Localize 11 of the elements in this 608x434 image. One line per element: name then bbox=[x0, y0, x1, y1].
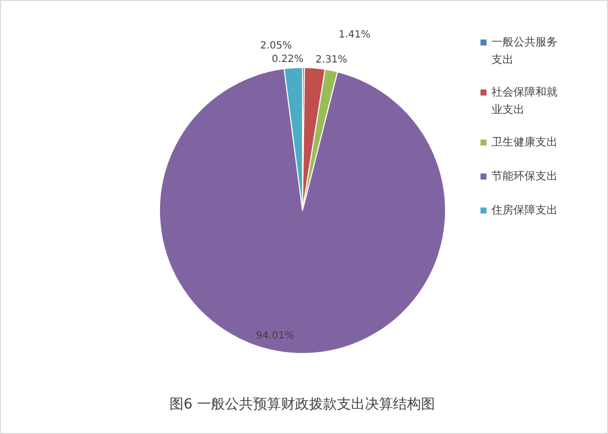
data-label: 94.01% bbox=[256, 330, 294, 342]
data-label: 2.05% bbox=[260, 40, 292, 52]
legend-label: 卫生健康支出 bbox=[492, 136, 558, 148]
data-label: 1.41% bbox=[338, 30, 370, 41]
legend-label: 节能环保支出 bbox=[492, 170, 558, 182]
legend-label: 社会保障和就业支出 bbox=[492, 86, 558, 116]
legend-label: 一般公共服务支出 bbox=[492, 36, 558, 66]
data-label: 0.22% bbox=[272, 54, 304, 66]
legend-label: 住房保障支出 bbox=[492, 204, 558, 216]
data-label: 2.31% bbox=[316, 54, 348, 66]
text: 图6 一般公共预算财政拨款支出决算结构图 bbox=[170, 396, 435, 412]
